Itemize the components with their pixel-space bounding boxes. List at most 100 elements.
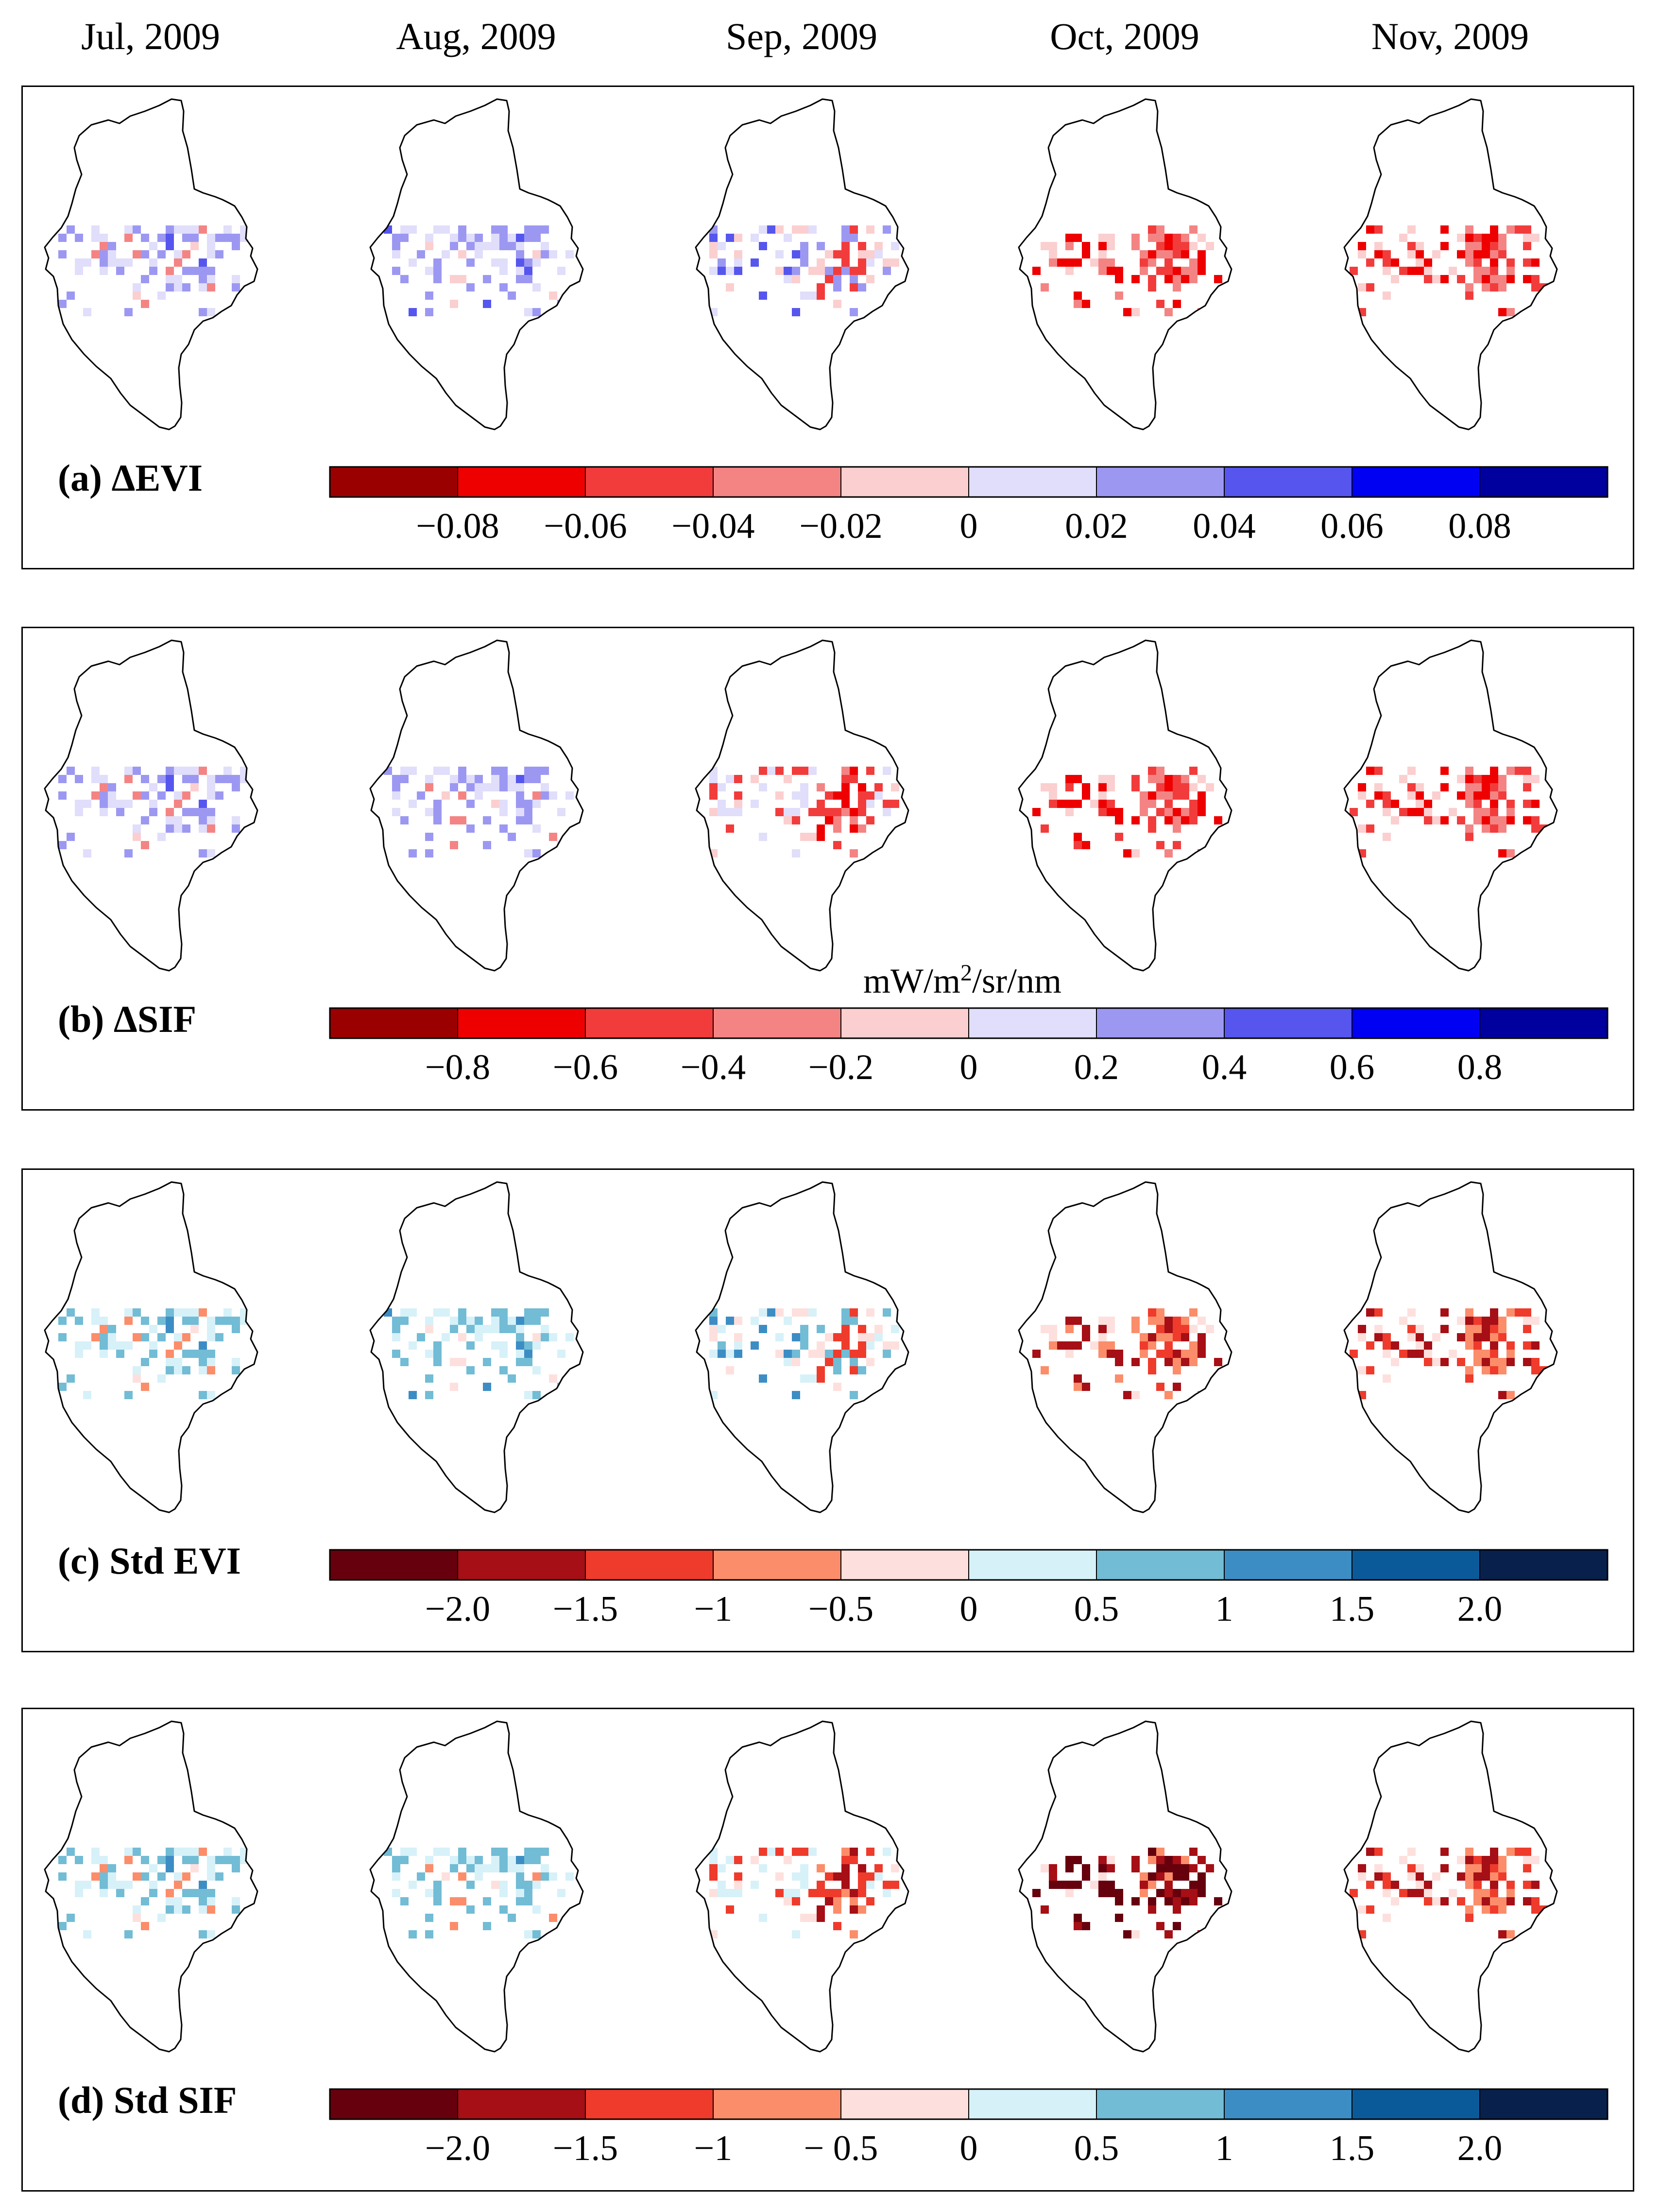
grid-cell	[466, 258, 475, 267]
watershed-outline	[369, 1720, 584, 2053]
grid-cell	[1123, 849, 1131, 857]
grid-cell	[874, 1325, 883, 1333]
grid-cell	[565, 250, 574, 258]
grid-cell	[190, 1856, 199, 1864]
grid-cell	[1148, 225, 1156, 234]
grid-cell	[232, 775, 240, 783]
grid-cell	[1156, 1848, 1164, 1856]
colorbar-segment	[1096, 1550, 1224, 1580]
grid-cell	[1173, 267, 1181, 275]
grid-cell	[1173, 1317, 1181, 1325]
grid-cell	[1198, 267, 1206, 275]
grid-cell	[1156, 1922, 1164, 1930]
grid-cell	[392, 1889, 400, 1897]
grid-cell	[850, 824, 858, 833]
grid-cell	[1457, 816, 1465, 824]
grid-cell	[850, 1848, 858, 1856]
grid-cell	[475, 1325, 483, 1333]
grid-cell	[1148, 791, 1156, 800]
grid-cell	[1164, 275, 1173, 283]
grid-cell	[1490, 242, 1498, 250]
grid-cell	[1465, 1864, 1473, 1872]
grid-cell	[91, 234, 100, 242]
grid-cell	[124, 308, 133, 316]
grid-cell	[718, 1864, 726, 1872]
grid-cell	[1065, 1317, 1074, 1325]
grid-cell	[1173, 816, 1181, 824]
grid-cell	[817, 1881, 825, 1889]
grid-cell	[1374, 1864, 1383, 1872]
grid-cell	[1140, 791, 1148, 800]
grid-cell	[1482, 808, 1490, 816]
grid-cell	[532, 1333, 541, 1341]
grid-cell	[157, 1856, 166, 1864]
grid-cell	[83, 308, 91, 316]
grid-cell	[491, 234, 499, 242]
grid-cell	[1498, 816, 1506, 824]
grid-cell	[1164, 242, 1173, 250]
grid-cell	[124, 225, 133, 234]
grid-cell	[850, 1366, 858, 1374]
grid-cell	[1449, 808, 1457, 816]
grid-cell	[499, 267, 508, 275]
grid-cell	[1107, 808, 1115, 816]
grid-cell	[190, 1325, 199, 1333]
grid-cell	[1041, 283, 1049, 292]
grid-cell	[1366, 283, 1374, 292]
grid-cell	[858, 1872, 866, 1881]
grid-cell	[425, 292, 433, 300]
grid-cell	[215, 791, 223, 800]
grid-cell	[1198, 800, 1206, 808]
grid-cell	[1473, 775, 1482, 783]
grid-cell	[1173, 283, 1181, 292]
grid-cell	[1107, 258, 1115, 267]
grid-cell	[166, 1308, 174, 1317]
grid-cell	[1383, 1350, 1391, 1358]
grid-cell	[1523, 800, 1531, 808]
grid-cell	[124, 775, 133, 783]
grid-cell	[508, 783, 516, 791]
grid-cell	[409, 767, 417, 775]
grid-cell	[817, 1325, 825, 1333]
grid-cell	[400, 816, 409, 824]
grid-cell	[516, 234, 524, 242]
grid-cell	[124, 849, 133, 857]
grid-cell	[734, 1872, 742, 1881]
grid-cell	[1506, 258, 1515, 267]
grid-cell	[1523, 1341, 1531, 1350]
grid-cell	[1098, 267, 1107, 275]
grid-cell	[1115, 1350, 1123, 1358]
grid-cell	[1115, 1897, 1123, 1905]
grid-cell	[850, 1350, 858, 1358]
grid-cell	[124, 234, 133, 242]
grid-cell	[1523, 1864, 1531, 1872]
grid-cell	[174, 1872, 182, 1881]
grid-cell	[1473, 258, 1482, 267]
grid-cell	[759, 1308, 767, 1317]
grid-cell	[1041, 783, 1049, 791]
grid-cell	[1523, 1881, 1531, 1889]
colorbar-segment	[1480, 467, 1608, 497]
grid-cell	[182, 1350, 190, 1358]
grid-cell	[1523, 1897, 1531, 1905]
grid-cell	[808, 833, 817, 841]
grid-cell	[58, 1333, 67, 1341]
grid-cell	[133, 1872, 141, 1881]
grid-cell	[833, 250, 841, 258]
grid-cell	[1473, 242, 1482, 250]
grid-cell	[1358, 1905, 1366, 1914]
grid-cell	[1473, 234, 1482, 242]
grid-cell	[199, 275, 207, 283]
grid-cell	[759, 242, 767, 250]
month-label: Jul, 2009	[81, 15, 221, 57]
grid-cell	[75, 267, 83, 275]
grid-cell	[508, 292, 516, 300]
grid-cell	[1490, 250, 1498, 258]
grid-cell	[841, 1308, 850, 1317]
grid-cell	[149, 258, 157, 267]
grid-cell	[1407, 1308, 1416, 1317]
grid-cell	[557, 1350, 565, 1358]
grid-cell	[425, 1930, 433, 1938]
grid-cell	[433, 258, 442, 267]
grid-cell	[232, 1325, 240, 1333]
